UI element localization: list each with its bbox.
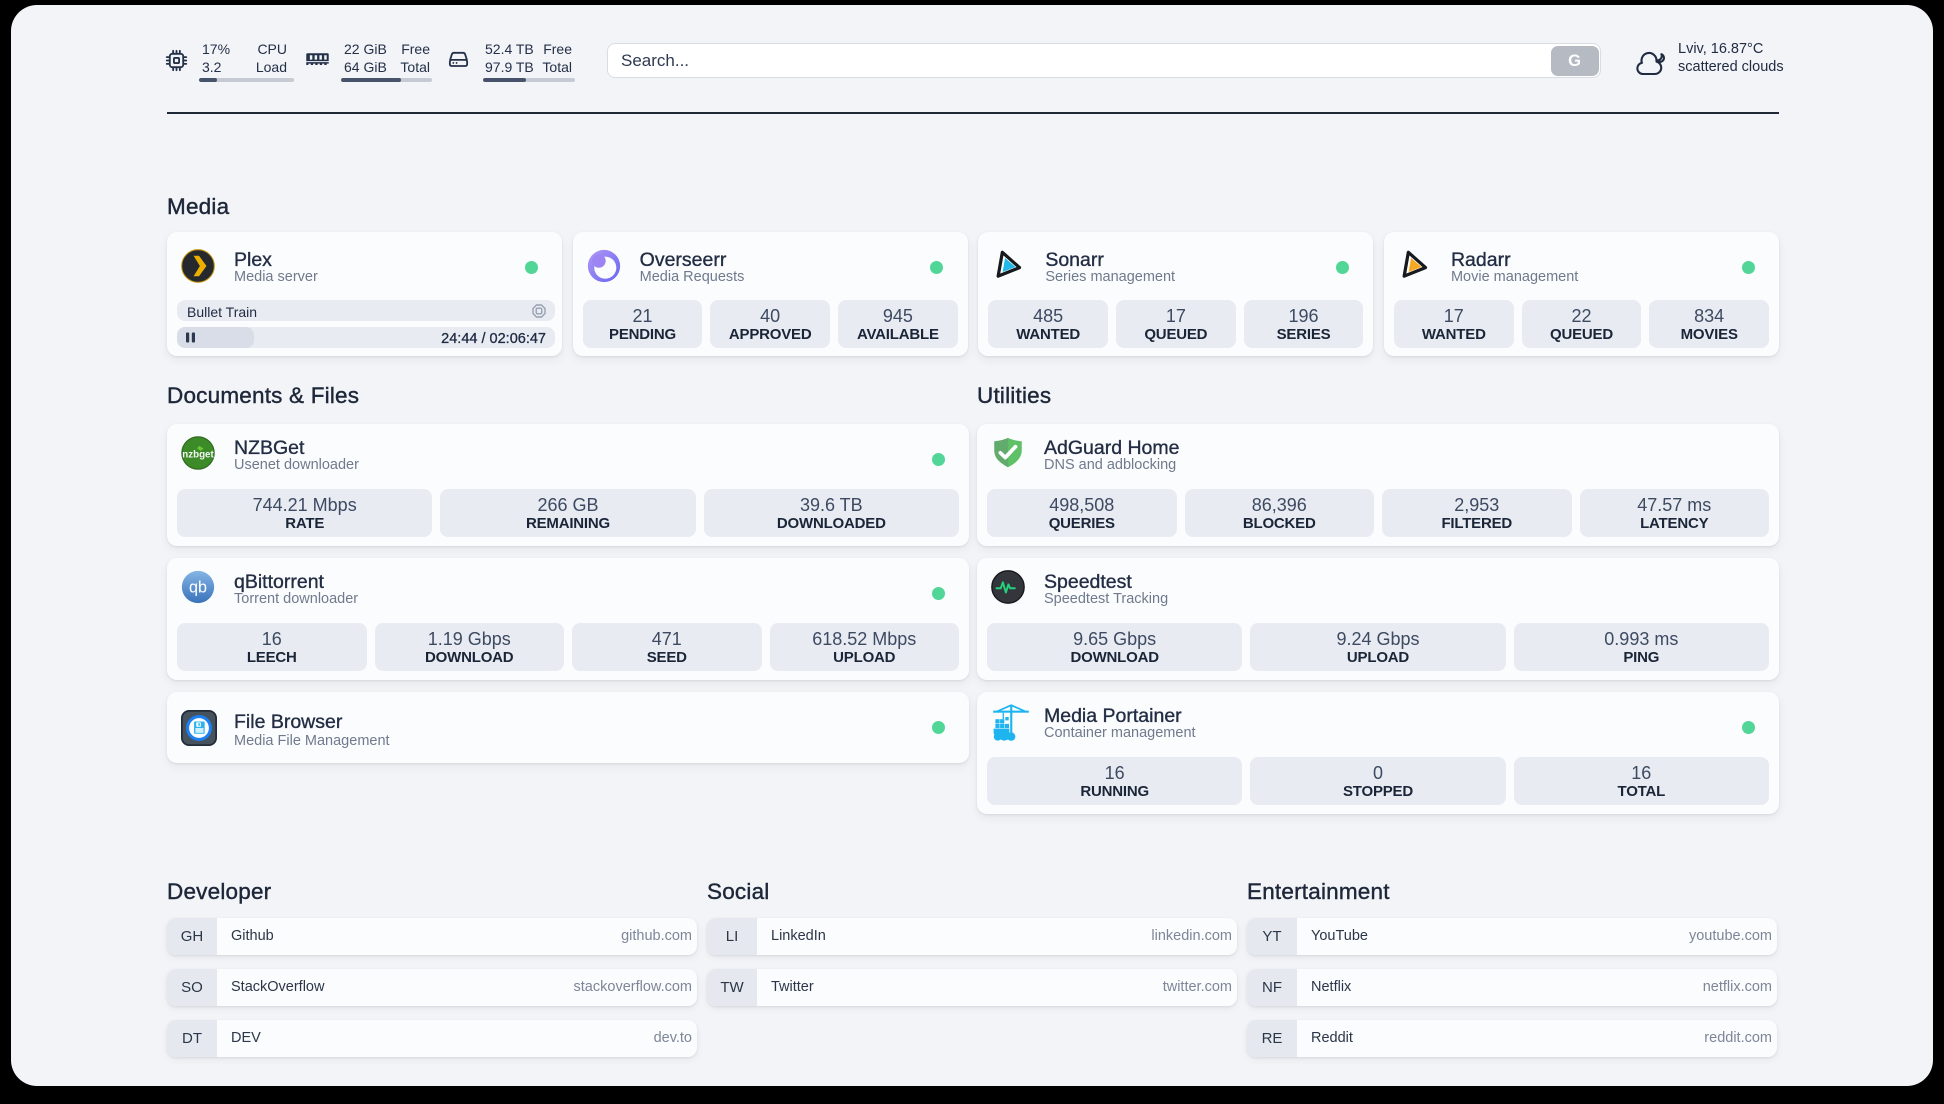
- svg-text:qb: qb: [189, 579, 207, 597]
- svg-text:nzbget: nzbget: [182, 449, 214, 460]
